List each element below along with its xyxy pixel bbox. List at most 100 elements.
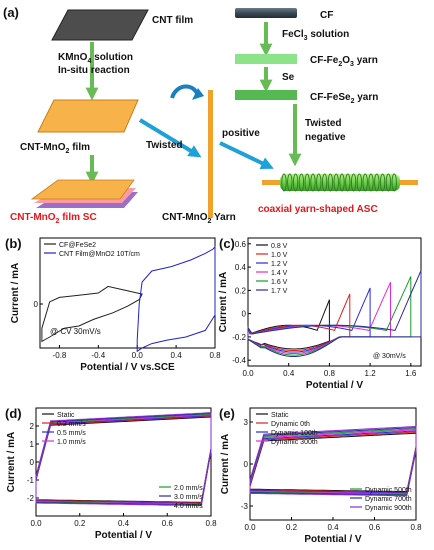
x-tick-label: 0.8 [324,369,336,378]
y-tick-label: 0.6 [235,240,247,249]
legend-entry: 1.0 V [271,252,288,259]
coil-turn [350,173,357,192]
coil-turn [362,173,368,192]
positive-label: positive [222,128,260,139]
coil-turn [374,173,380,192]
coil-turn [292,173,299,192]
y-tick-label: -3 [241,502,249,511]
x-tick-label: 1.2 [365,369,377,378]
coil-turn [327,173,334,192]
legend-entry: CF@FeSe2 [59,242,96,249]
coil-turn [310,173,316,192]
y-axis-label: Current / mA [220,434,231,495]
coil-turn [345,173,351,192]
x-tick-label: 0.0 [242,369,254,378]
series-line [247,299,330,350]
coil-turn [321,173,328,192]
x-tick-label: 0.0 [30,519,42,528]
y-tick-label: 0.2 [235,286,247,295]
legend-entry: 0.2 mm/s [57,421,86,428]
x-tick-label: 1.6 [405,369,417,378]
y-tick-label: 0.4 [235,263,247,272]
x-tick-label: 0.8 [209,351,221,360]
coil-turn [333,173,339,192]
series-line [247,293,351,351]
cnt-mno2-film-label: CNT-MnO2 film [20,142,90,155]
cf-fese2-yarn [235,90,297,100]
y-tick-label: 1 [30,440,35,449]
x-axis-label: Potential / V vs.SCE [80,362,175,373]
legend-entry: Dynamic 100th [271,430,318,437]
panel-a: (a) CNT film KMnO4 solution In-situ reac… [3,5,418,225]
x-tick-label: 0.0 [244,523,256,532]
series-line [249,425,417,497]
x-tick-label: 0.8 [410,523,422,532]
coil-turn [368,173,374,192]
y-axis-label: Current / mA [6,432,17,493]
coil-turn [379,173,386,192]
panel-label-a: (a) [3,5,19,20]
legend-entry: CNT Film@MnO2 10T/cm [59,251,140,258]
kmno4-label: KMnO4 solution [58,52,133,65]
cnt-mno2-film-shape [37,99,139,133]
twisted-negative-label-1: Twisted [305,118,341,129]
x-tick-label: 0.4 [118,519,130,528]
annotation: @ CV 30mV/s [50,327,101,336]
x-tick-label: 0.6 [162,519,174,528]
cf-rod [235,8,297,18]
yarn-label: CNT-MnO2 Yarn [162,212,236,225]
legend-entry: 1.2 V [271,261,288,268]
legend-entry: 1.4 V [271,270,288,277]
coil-turn [316,173,322,192]
x-tick-label: 0.4 [327,523,339,532]
cf-fese2-label: CF-FeSe2 yarn [310,92,378,105]
asc-core-right [396,180,418,185]
y-tick-label: -0.2 [232,333,246,342]
asc-coil-turns [281,173,397,192]
arrow-twisted [138,118,202,158]
x-axis-label: Potential / V [95,530,153,541]
x-tick-label: 0.4 [283,369,295,378]
x-tick-label: 0.4 [171,351,183,360]
legend-entry: Dynamic 300th [271,439,318,446]
legend-entry: 1.0 mm/s [57,439,86,446]
x-tick-label: -0.4 [91,351,105,360]
x-axis-label: Potential / V [304,534,362,545]
cf-fe2o3-label: CF-Fe2O3 yarn [310,55,378,68]
legend-entry: 4.0 mm/s [174,503,203,510]
y-tick-label: 0 [30,458,35,467]
x-tick-label: 0.6 [369,523,381,532]
cnt-mno2-yarn-shape [208,90,213,218]
coil-turn [391,173,397,192]
y-tick-label: -0.4 [232,356,246,365]
sc-top-layer [30,179,135,200]
chart-panel-b: (b) -0.8 -0.4 0.0 0.4 0.8 0 Potential / V vs.SC… [5,236,221,373]
legend-entry: 1.7 V [271,288,288,295]
fecl3-label: FeCl3 solution [282,29,349,42]
coil-turn [304,173,310,192]
coil-turn [385,173,392,192]
y-axis-label: Current / mA [10,263,21,324]
y-tick-label: 0 [242,310,247,319]
panel-label: (c) [219,236,235,251]
panel-label: (e) [219,406,235,421]
series-line [41,285,143,343]
legend-entry: Dynamic 700th [365,496,412,503]
x-axis-label: Potential / V [306,380,364,391]
twisted-negative-label-2: negative [305,132,346,143]
se-label: Se [282,72,295,83]
x-tick-label: 0.0 [132,351,144,360]
cf-fe2o3-yarn [235,54,297,64]
sc-label: CNT-MnO2 film SC [10,212,97,225]
cf-label: CF [320,10,333,21]
legend-entry: Dynamic 500th [365,487,412,494]
series-line [247,270,422,357]
rotate-arrowhead [192,88,204,100]
legend-entry: 2.0 mm/s [174,485,203,492]
annotation: @ 30mV/s [373,353,406,360]
panel-label: (d) [5,406,22,421]
x-tick-label: 0.2 [286,523,298,532]
legend-entry: 3.0 mm/s [174,494,203,501]
coil-turn [287,173,293,192]
